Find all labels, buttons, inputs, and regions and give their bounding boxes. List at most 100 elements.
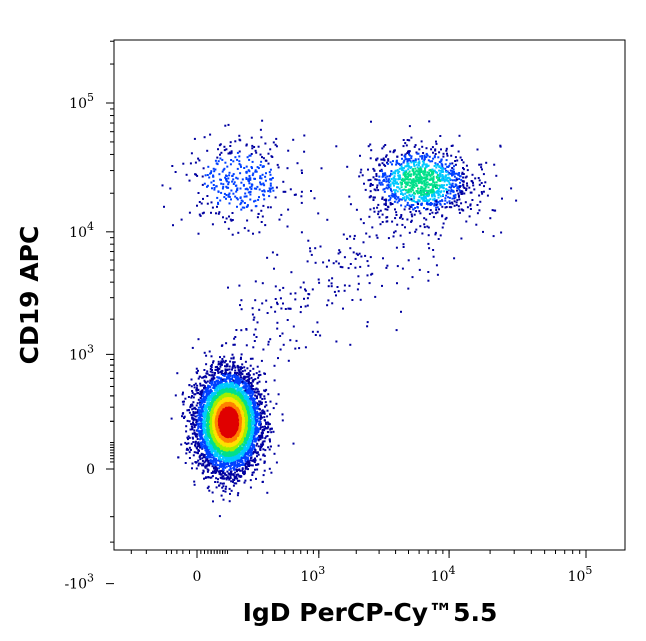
event-point	[218, 377, 221, 379]
event-point	[194, 432, 197, 435]
event-point	[387, 158, 390, 161]
event-point	[229, 218, 232, 221]
event-point	[417, 152, 420, 155]
event-point	[377, 210, 380, 213]
event-point	[195, 411, 198, 414]
event-point	[249, 364, 252, 367]
event-point	[251, 421, 254, 424]
event-point	[393, 150, 396, 153]
event-point	[249, 382, 252, 384]
event-point	[207, 387, 210, 390]
event-point	[222, 489, 225, 492]
event-point	[196, 372, 199, 375]
event-point	[455, 172, 458, 175]
event-point	[215, 461, 217, 464]
event-point	[372, 196, 375, 199]
event-point	[280, 213, 283, 216]
event-point	[193, 426, 196, 429]
event-point	[236, 376, 239, 379]
event-point	[210, 445, 213, 448]
event-point	[198, 430, 201, 433]
event-point	[426, 201, 429, 204]
event-point	[220, 394, 223, 397]
event-point	[202, 197, 204, 200]
event-point	[406, 201, 409, 204]
event-point	[250, 403, 252, 406]
event-point	[216, 463, 219, 466]
event-point	[445, 179, 447, 182]
event-point	[378, 164, 381, 167]
event-point	[270, 431, 273, 434]
event-point	[199, 384, 202, 387]
event-point	[217, 372, 220, 374]
event-point	[252, 471, 255, 474]
event-point	[441, 163, 444, 166]
event-point	[261, 156, 263, 159]
event-point	[226, 382, 229, 385]
event-point	[192, 407, 195, 410]
event-point	[184, 397, 187, 400]
event-point	[460, 159, 463, 161]
event-point	[486, 194, 489, 197]
event-point	[424, 200, 426, 202]
event-point	[387, 199, 390, 202]
event-point	[220, 381, 223, 384]
event-point	[251, 394, 253, 397]
event-point	[428, 155, 431, 158]
event-point	[260, 403, 263, 405]
event-point	[227, 374, 230, 377]
event-point	[207, 476, 210, 478]
event-point	[448, 164, 451, 167]
event-point	[257, 453, 260, 456]
event-point	[269, 148, 272, 151]
event-point	[199, 441, 202, 444]
event-point	[206, 434, 209, 437]
event-point	[222, 461, 225, 464]
event-point	[395, 195, 398, 198]
event-point	[262, 448, 265, 451]
event-point	[192, 401, 195, 404]
event-point	[194, 382, 197, 385]
event-point	[478, 183, 481, 186]
event-point	[270, 427, 273, 430]
event-point	[211, 382, 214, 385]
event-point	[187, 438, 189, 441]
event-point	[238, 150, 241, 153]
event-point	[386, 187, 389, 190]
event-point	[214, 465, 217, 468]
event-point	[255, 151, 258, 154]
event-point	[255, 422, 258, 425]
event-point	[411, 215, 414, 218]
event-point	[247, 402, 250, 405]
event-point	[224, 466, 227, 469]
event-point	[457, 192, 460, 195]
event-point	[261, 398, 264, 400]
event-point	[211, 374, 214, 377]
event-point	[219, 157, 222, 160]
event-point	[300, 169, 303, 172]
event-point	[452, 190, 455, 193]
event-point	[250, 443, 253, 446]
event-point	[269, 168, 272, 171]
event-point	[251, 414, 254, 417]
event-point	[410, 157, 413, 160]
event-point	[436, 163, 439, 166]
event-point	[264, 427, 267, 430]
event-point	[463, 192, 466, 195]
event-point	[192, 396, 195, 399]
event-point	[238, 369, 241, 372]
event-point	[238, 377, 241, 380]
event-point	[447, 189, 450, 192]
event-point	[404, 156, 407, 159]
event-point	[261, 441, 264, 444]
event-point	[237, 492, 240, 495]
event-point	[227, 372, 230, 375]
event-point	[245, 382, 248, 385]
event-point	[405, 158, 408, 161]
event-point	[381, 162, 384, 165]
event-point	[181, 415, 183, 418]
event-point	[257, 376, 260, 379]
event-point	[252, 388, 255, 390]
event-point	[433, 195, 436, 198]
event-point	[374, 178, 377, 181]
